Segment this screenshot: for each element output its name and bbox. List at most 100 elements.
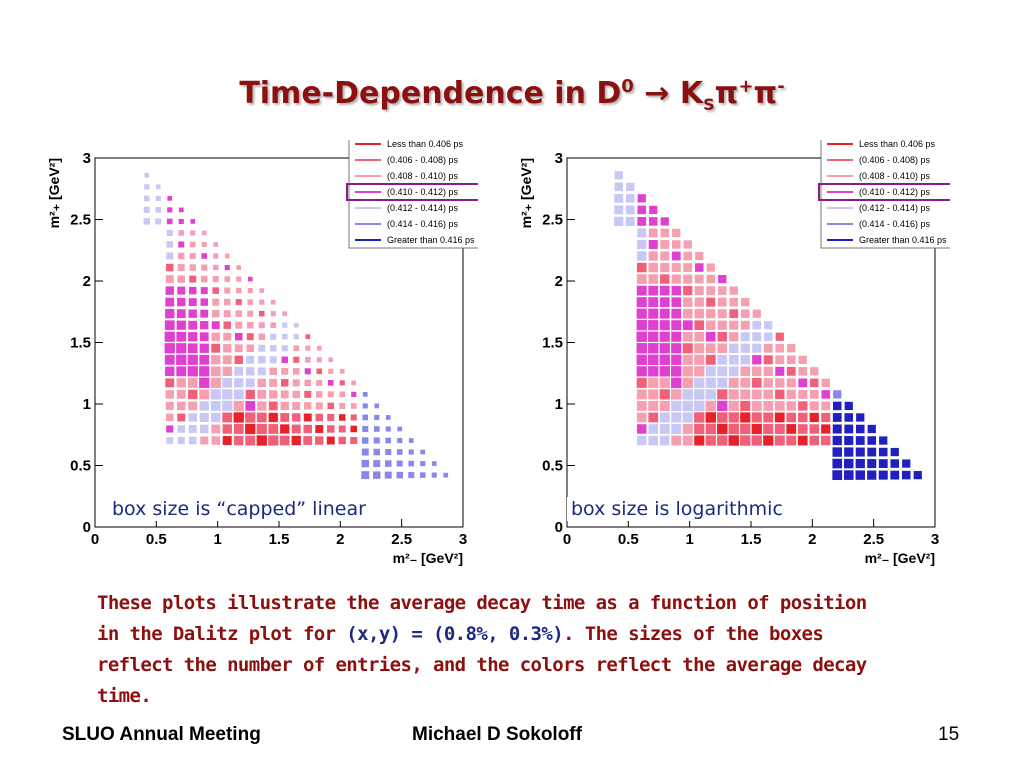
dalitz-box bbox=[832, 401, 842, 411]
dalitz-box bbox=[201, 253, 208, 259]
dalitz-box bbox=[694, 286, 704, 296]
dalitz-box bbox=[188, 401, 198, 411]
dalitz-box bbox=[683, 251, 693, 261]
dalitz-box bbox=[338, 414, 346, 421]
dalitz-box bbox=[648, 331, 659, 342]
dalitz-box bbox=[751, 378, 762, 388]
dalitz-box bbox=[177, 297, 186, 307]
dalitz-box bbox=[821, 412, 831, 422]
dalitz-box bbox=[855, 470, 865, 480]
dalitz-box bbox=[268, 435, 279, 446]
dalitz-box bbox=[717, 366, 728, 377]
dalitz-box bbox=[797, 435, 808, 446]
dalitz-box bbox=[176, 366, 187, 377]
dalitz-box bbox=[211, 436, 220, 445]
dalitz-box bbox=[821, 378, 830, 387]
dalitz-box bbox=[211, 424, 221, 434]
y-tick-label: 0 bbox=[555, 519, 563, 536]
dalitz-box bbox=[775, 389, 785, 400]
dalitz-box bbox=[177, 401, 186, 411]
dalitz-box bbox=[740, 423, 751, 435]
dalitz-box bbox=[798, 412, 808, 423]
dalitz-plot-linear: 0 0.5 1 1.5 2 2.5 3 0 0.5 1 1.5 2 2.5 3 m²₋ [GeV²] m²₊ … bbox=[46, 140, 478, 566]
dalitz-box bbox=[269, 356, 277, 364]
dalitz-box bbox=[155, 184, 161, 190]
dalitz-box bbox=[740, 377, 751, 388]
dalitz-box bbox=[775, 378, 785, 388]
dalitz-box bbox=[659, 331, 670, 342]
y-axis-title: m²₊ [GeV²] bbox=[46, 158, 62, 228]
dalitz-box bbox=[177, 275, 185, 283]
dalitz-box bbox=[165, 413, 174, 422]
dalitz-box bbox=[246, 321, 254, 329]
dalitz-box bbox=[189, 241, 196, 248]
dalitz-box bbox=[626, 182, 635, 191]
dalitz-box bbox=[201, 230, 207, 236]
dalitz-box bbox=[614, 193, 624, 203]
dalitz-box bbox=[258, 344, 266, 352]
dalitz-box bbox=[763, 412, 774, 423]
dalitz-box bbox=[682, 435, 693, 446]
dalitz-box bbox=[659, 389, 670, 400]
dalitz-box bbox=[648, 297, 659, 308]
dalitz-box bbox=[625, 205, 635, 215]
dalitz-box bbox=[210, 366, 221, 377]
dalitz-box bbox=[257, 401, 267, 411]
dalitz-box bbox=[798, 401, 808, 411]
dalitz-box bbox=[728, 400, 739, 412]
dalitz-box bbox=[236, 276, 242, 282]
dalitz-box bbox=[223, 321, 231, 329]
dalitz-box bbox=[419, 472, 426, 478]
dalitz-box bbox=[636, 285, 647, 296]
dalitz-box bbox=[705, 423, 716, 435]
dalitz-box bbox=[740, 332, 750, 342]
footer-meeting: SLUO Annual Meeting bbox=[62, 724, 261, 745]
dalitz-box bbox=[694, 389, 705, 400]
dalitz-box bbox=[176, 389, 186, 399]
x-tick-label: 3 bbox=[931, 531, 939, 548]
dalitz-box bbox=[164, 343, 175, 354]
dalitz-box bbox=[729, 297, 739, 307]
dalitz-box bbox=[809, 401, 819, 411]
dalitz-box bbox=[660, 240, 670, 249]
dalitz-box bbox=[706, 263, 715, 272]
dalitz-box bbox=[166, 437, 174, 444]
dalitz-box bbox=[740, 400, 751, 411]
dalitz-box bbox=[913, 470, 922, 480]
legend-label: (0.406 - 0.408) ps bbox=[859, 155, 931, 165]
dalitz-box bbox=[671, 308, 682, 319]
dalitz-box bbox=[694, 377, 705, 389]
dalitz-box bbox=[223, 310, 231, 318]
dalitz-box bbox=[269, 344, 277, 352]
dalitz-box bbox=[258, 310, 265, 317]
dalitz-box bbox=[420, 461, 426, 467]
legend-label: (0.414 - 0.416) ps bbox=[387, 219, 459, 229]
dalitz-box bbox=[833, 390, 842, 399]
dalitz-box bbox=[660, 228, 670, 238]
dalitz-box bbox=[199, 332, 209, 342]
dalitz-box bbox=[234, 344, 243, 353]
dalitz-box bbox=[706, 320, 716, 330]
dalitz-box bbox=[671, 343, 682, 354]
dalitz-box bbox=[636, 354, 647, 365]
dalitz-box bbox=[648, 424, 659, 434]
dalitz-box bbox=[188, 424, 197, 433]
y-tick-label: 0 bbox=[83, 519, 91, 536]
dalitz-box bbox=[234, 435, 244, 446]
dalitz-box bbox=[763, 401, 774, 411]
dalitz-box bbox=[832, 447, 842, 457]
x-tick-label: 0 bbox=[563, 531, 571, 548]
dalitz-box bbox=[431, 472, 437, 478]
x-tick-label: 1 bbox=[213, 531, 221, 548]
dalitz-box bbox=[671, 263, 681, 273]
dalitz-box bbox=[717, 389, 728, 400]
dalitz-box bbox=[659, 435, 670, 446]
dalitz-box bbox=[245, 435, 256, 446]
dalitz-box bbox=[339, 368, 345, 374]
dalitz-box bbox=[144, 184, 150, 190]
dalitz-box bbox=[246, 355, 255, 364]
dalitz-box bbox=[717, 320, 727, 330]
dalitz-box bbox=[740, 320, 750, 330]
dalitz-box bbox=[729, 309, 739, 319]
dalitz-box bbox=[706, 286, 716, 296]
